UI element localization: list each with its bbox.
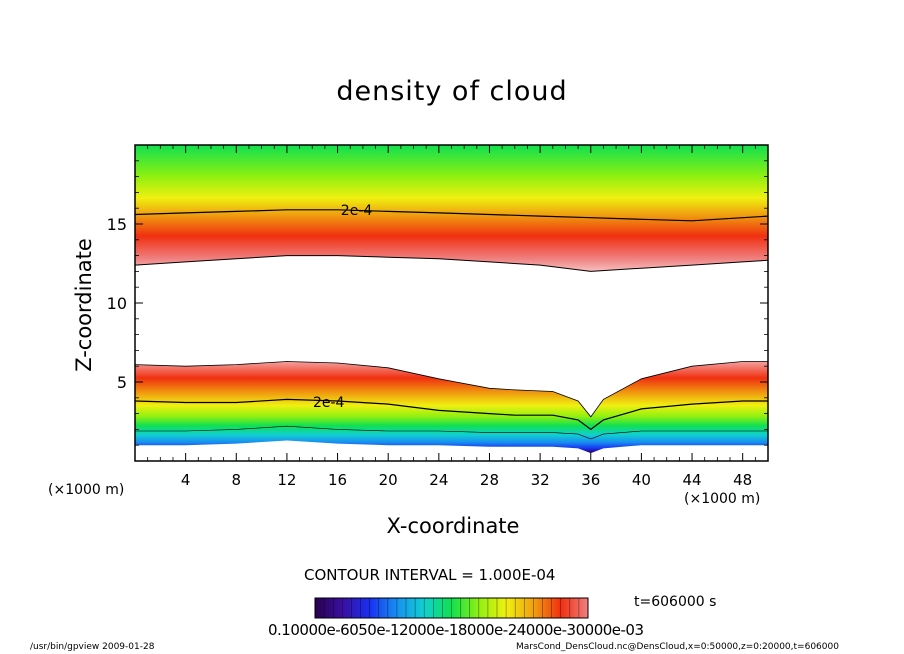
x-tick-label: 20	[379, 471, 398, 489]
y-tick-label: 5	[117, 373, 127, 392]
x-tick-label: 36	[581, 471, 600, 489]
x-tick-label: 24	[429, 471, 448, 489]
lower-cloud-top-edge	[135, 361, 768, 418]
chart-title: density of cloud	[336, 76, 568, 107]
footer-right-text: MarsCond_DensCloud.nc@DensCloud,x=0:5000…	[516, 642, 839, 652]
x-tick-label: 8	[232, 471, 242, 489]
x-axis-unit-right: (×1000 m)	[684, 491, 761, 507]
lower-contour-label: 2e-4	[313, 395, 345, 411]
time-label: t=606000 s	[634, 594, 717, 610]
upper-cloud-layer	[135, 145, 768, 272]
lower-contour-line	[135, 398, 768, 431]
footer-left-text: /usr/bin/gpview 2009-01-28	[30, 642, 155, 652]
colorbar-tick-labels: 0.10000e-6050e-12000e-18000e-24000e-3000…	[268, 621, 644, 639]
x-tick-label: 16	[328, 471, 347, 489]
contour-interval-label: CONTOUR INTERVAL = 1.000E-04	[304, 566, 556, 584]
lower-cloud-inner-line	[135, 425, 768, 440]
lower-cloud-layer	[135, 361, 768, 454]
x-tick-label: 32	[531, 471, 550, 489]
x-tick-label: 44	[682, 471, 701, 489]
x-tick-label: 28	[480, 471, 499, 489]
x-tick-label: 40	[632, 471, 651, 489]
x-tick-label: 12	[277, 471, 296, 489]
x-axis-unit-left: (×1000 m)	[48, 482, 125, 498]
upper-cloud-edge	[135, 255, 768, 272]
x-tick-label: 48	[733, 471, 752, 489]
y-tick-label: 10	[107, 294, 127, 313]
y-tick-label: 15	[107, 215, 127, 234]
x-axis-label: X-coordinate	[386, 514, 520, 538]
upper-contour-line	[135, 209, 768, 222]
x-tick-label: 4	[181, 471, 191, 489]
upper-contour-label: 2e-4	[341, 203, 373, 219]
